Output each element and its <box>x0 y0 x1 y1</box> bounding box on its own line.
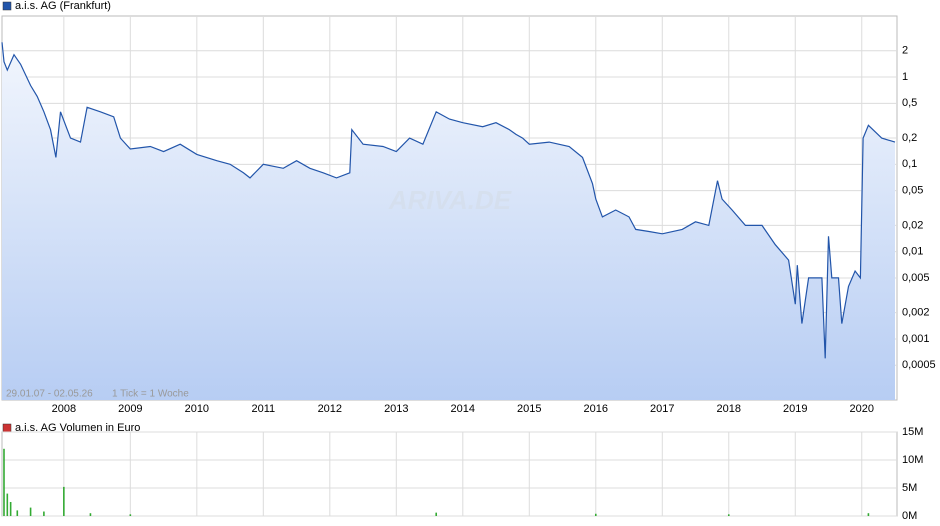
volume-bar <box>435 512 438 516</box>
chart-title: a.i.s. AG (Frankfurt) <box>15 0 111 12</box>
y-tick-label: 0,2 <box>902 132 917 144</box>
x-tick-label: 2014 <box>451 403 475 415</box>
volume-bar <box>594 513 597 516</box>
legend-swatch <box>2 1 12 11</box>
y-tick-label: 1 <box>902 71 908 83</box>
y-tick-label: 10M <box>902 454 923 466</box>
volume-bar <box>3 448 5 516</box>
y-tick-label: 0,1 <box>902 158 917 170</box>
y-tick-label: 0,01 <box>902 246 923 258</box>
tick-note: 1 Tick = 1 Woche <box>112 389 189 400</box>
volume-panel: 0M 5M 10M 15M <box>1 426 923 522</box>
volume-bar <box>6 493 9 516</box>
price-panel: 2008 2009 2010 2011 2012 2013 2014 2015 2016 2017… <box>1 15 936 415</box>
x-tick-label: 2008 <box>52 403 76 415</box>
price-area <box>2 42 896 401</box>
volume-bar <box>129 514 132 516</box>
volume-bar <box>16 510 19 516</box>
x-tick-label: 2012 <box>318 403 342 415</box>
volume-bar <box>727 514 730 516</box>
volume-bar <box>867 513 870 516</box>
volume-bar <box>89 513 92 516</box>
y-tick-label: 0M <box>902 510 917 522</box>
y-tick-label: 0,0005 <box>902 359 936 371</box>
x-tick-label: 2016 <box>584 403 608 415</box>
x-tick-label: 2011 <box>251 403 275 415</box>
x-tick-label: 2010 <box>185 403 209 415</box>
y-tick-label: 0,005 <box>902 272 930 284</box>
volume-bar <box>63 486 65 516</box>
chart-title: a.i.s. AG Volumen in Euro <box>15 422 140 434</box>
x-tick-label: 2019 <box>783 403 807 415</box>
plot-frame <box>1 431 898 517</box>
volume-bar <box>29 507 32 516</box>
x-tick-label: 2013 <box>384 403 408 415</box>
x-tick-label: 2020 <box>850 403 874 415</box>
y-tick-label: 0,5 <box>902 97 917 109</box>
range-note: 29.01.07 - 02.05.26 <box>6 389 93 400</box>
y-tick-label: 5M <box>902 482 917 494</box>
x-tick-label: 2015 <box>517 403 541 415</box>
volume-bar <box>9 502 12 516</box>
x-tick-label: 2009 <box>118 403 142 415</box>
y-tick-label: 0,02 <box>902 219 923 231</box>
y-tick-label: 15M <box>902 426 923 438</box>
x-tick-label: 2018 <box>717 403 741 415</box>
y-tick-label: 2 <box>902 45 908 57</box>
price-line <box>1 42 896 359</box>
y-tick-label: 0,05 <box>902 185 923 197</box>
y-tick-label: 0,001 <box>902 333 930 345</box>
watermark: ARIVA.DE <box>388 185 512 215</box>
x-tick-label: 2017 <box>650 403 674 415</box>
volume-bar <box>43 511 45 516</box>
legend-swatch <box>2 423 12 433</box>
y-tick-label: 0,002 <box>902 307 930 319</box>
